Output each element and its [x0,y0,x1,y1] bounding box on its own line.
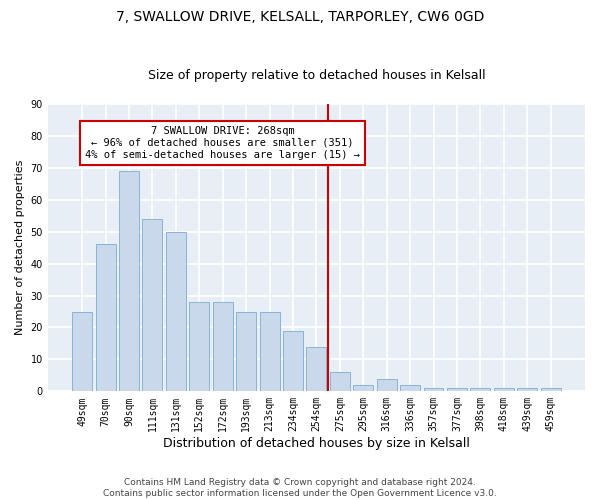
Bar [424,388,443,392]
Bar [283,330,303,392]
Bar [494,388,514,392]
Bar [470,388,490,392]
Bar [353,385,373,392]
Title: Size of property relative to detached houses in Kelsall: Size of property relative to detached ho… [148,69,485,82]
Bar [260,312,280,392]
Bar [166,232,186,392]
Bar [236,312,256,392]
Text: 7 SWALLOW DRIVE: 268sqm
← 96% of detached houses are smaller (351)
4% of semi-de: 7 SWALLOW DRIVE: 268sqm ← 96% of detache… [85,126,360,160]
Bar [72,312,92,392]
Bar [447,388,467,392]
X-axis label: Distribution of detached houses by size in Kelsall: Distribution of detached houses by size … [163,437,470,450]
Bar [330,372,350,392]
Bar [190,302,209,392]
Bar [213,302,233,392]
Bar [377,378,397,392]
Y-axis label: Number of detached properties: Number of detached properties [15,160,25,336]
Bar [95,244,116,392]
Bar [142,219,163,392]
Bar [517,388,537,392]
Bar [307,346,326,392]
Bar [400,385,420,392]
Text: Contains HM Land Registry data © Crown copyright and database right 2024.
Contai: Contains HM Land Registry data © Crown c… [103,478,497,498]
Bar [541,388,560,392]
Text: 7, SWALLOW DRIVE, KELSALL, TARPORLEY, CW6 0GD: 7, SWALLOW DRIVE, KELSALL, TARPORLEY, CW… [116,10,484,24]
Bar [119,171,139,392]
